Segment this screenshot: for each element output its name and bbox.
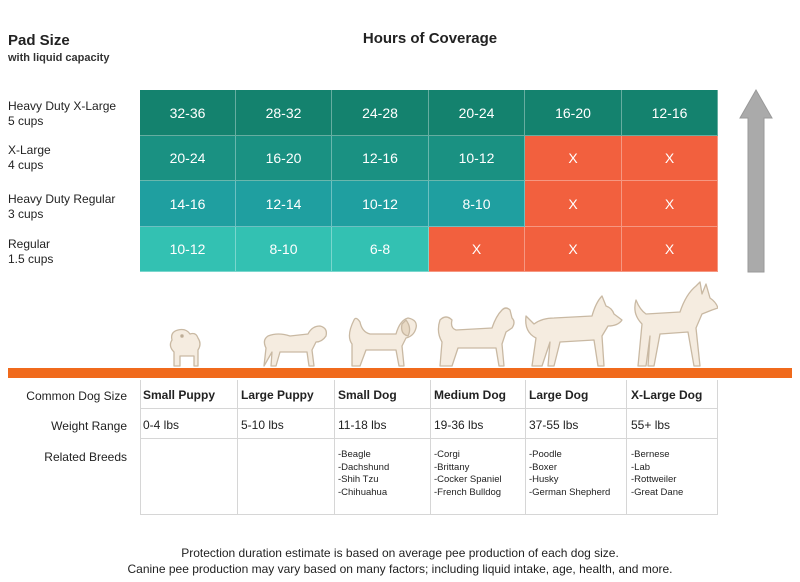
- row-label-heavy-duty-x-large: Heavy Duty X-Large 5 cups: [8, 99, 116, 129]
- dog-size-name: Large Dog: [529, 388, 589, 402]
- table-divider: [140, 438, 718, 439]
- large-dog-icon: [525, 295, 623, 367]
- row-label-capacity: 3 cups: [8, 207, 44, 221]
- breed-item: -Boxer: [529, 461, 557, 473]
- dog-size-name: Large Puppy: [241, 388, 314, 402]
- coverage-cell: 8-10: [236, 227, 332, 272]
- weight-range-value: 55+ lbs: [631, 418, 671, 432]
- coverage-cell: 32-36: [140, 90, 236, 136]
- small-puppy-icon: [169, 328, 201, 367]
- table-column-x-large-dog: X-Large Dog 55+ lbs -Bernese -Lab -Rottw…: [626, 380, 718, 515]
- coverage-cell: X: [525, 227, 622, 272]
- footnote-line-2: Canine pee production may vary based on …: [127, 562, 673, 576]
- coverage-cell: X: [622, 227, 718, 272]
- row-label-heavy-duty-regular: Heavy Duty Regular 3 cups: [8, 192, 115, 222]
- row-label-name: Heavy Duty X-Large: [8, 99, 117, 113]
- medium-dog-icon: [437, 307, 515, 367]
- breed-item: -Shih Tzu: [338, 474, 379, 485]
- breed-list: -Beagle -Dachshund -Shih Tzu -Chihuahua: [338, 449, 389, 499]
- coverage-cell: 10-12: [332, 181, 429, 227]
- coverage-cell: X: [525, 181, 622, 227]
- breed-item: -Beagle: [338, 449, 371, 460]
- coverage-cell: 24-28: [332, 90, 429, 136]
- row-label-capacity: 4 cups: [8, 158, 44, 172]
- small-dog-icon: [348, 317, 417, 367]
- label-related-breeds: Related Breeds: [44, 450, 127, 464]
- row-label-regular: Regular 1.5 cups: [8, 237, 53, 267]
- breed-item: -Husky: [529, 474, 559, 485]
- coverage-cell: 16-20: [525, 90, 622, 136]
- coverage-cell: 8-10: [429, 181, 525, 227]
- weight-range-value: 19-36 lbs: [434, 418, 484, 432]
- coverage-grid: 32-36 28-32 24-28 20-24 16-20 12-16 20-24 16-20…: [140, 90, 718, 272]
- table-column-small-puppy: Small Puppy 0-4 lbs: [140, 380, 237, 515]
- table-divider: [140, 408, 718, 409]
- dog-size-name: Small Puppy: [143, 388, 216, 402]
- footnote-line-1: Protection duration estimate is based on…: [181, 546, 619, 560]
- breed-list: -Bernese -Lab -Rottweiler -Great Dane: [631, 449, 683, 499]
- coverage-cell: 16-20: [236, 136, 332, 181]
- coverage-cell: 28-32: [236, 90, 332, 136]
- up-arrow-icon: [739, 88, 773, 273]
- breed-list: -Corgi -Brittany -Cocker Spaniel -French…: [434, 449, 502, 499]
- row-label-capacity: 5 cups: [8, 114, 44, 128]
- table-column-small-dog: Small Dog 11-18 lbs -Beagle -Dachshund -…: [334, 380, 430, 515]
- pad-size-title: Pad Size: [8, 32, 70, 49]
- pad-size-subtitle: with liquid capacity: [8, 52, 110, 64]
- dog-size-name: Medium Dog: [434, 388, 506, 402]
- breed-item: -Lab: [631, 461, 651, 473]
- row-label-capacity: 1.5 cups: [8, 252, 54, 266]
- table-column-medium-dog: Medium Dog 19-36 lbs -Corgi -Brittany -C…: [430, 380, 525, 515]
- label-weight-range: Weight Range: [51, 419, 127, 433]
- coverage-cell: 14-16: [140, 181, 236, 227]
- row-label-name: Regular: [8, 237, 51, 251]
- coverage-cell: 10-12: [429, 136, 525, 181]
- dog-size-name: Small Dog: [338, 388, 397, 402]
- divider-band: [8, 368, 792, 378]
- coverage-cell: X: [525, 136, 622, 181]
- breed-item: -Great Dane: [631, 486, 684, 498]
- coverage-cell: 20-24: [140, 136, 236, 181]
- row-label-name: X-Large: [8, 143, 51, 157]
- table-column-large-puppy: Large Puppy 5-10 lbs: [237, 380, 334, 515]
- breed-item: -Cocker Spaniel: [434, 474, 502, 485]
- weight-range-value: 0-4 lbs: [143, 418, 180, 432]
- coverage-cell: 12-16: [332, 136, 429, 181]
- coverage-cell: X: [622, 181, 718, 227]
- breed-item: -Poodle: [529, 449, 562, 460]
- breed-item: -Chihuahua: [338, 486, 388, 498]
- x-large-dog-icon: [634, 281, 718, 367]
- dog-illustrations: [169, 281, 718, 367]
- coverage-cell: 12-16: [622, 90, 718, 136]
- row-label-name: Heavy Duty Regular: [8, 192, 116, 206]
- breed-item: -German Shepherd: [529, 486, 611, 498]
- weight-range-value: 11-18 lbs: [338, 418, 387, 432]
- coverage-cell: 10-12: [140, 227, 236, 272]
- coverage-cell: 12-14: [236, 181, 332, 227]
- breed-item: -Dachshund: [338, 461, 390, 473]
- breed-item: -Rottweiler: [631, 474, 677, 485]
- coverage-cell: 20-24: [429, 90, 525, 136]
- table-divider: [140, 514, 718, 515]
- table-column-large-dog: Large Dog 37-55 lbs -Poodle -Boxer -Husk…: [525, 380, 626, 515]
- label-common-dog-size: Common Dog Size: [26, 389, 127, 403]
- large-puppy-icon: [263, 325, 328, 367]
- hours-of-coverage-title: Hours of Coverage: [362, 30, 498, 47]
- coverage-cell: X: [622, 136, 718, 181]
- weight-range-value: 5-10 lbs: [241, 418, 284, 432]
- coverage-cell: 6-8: [332, 227, 429, 272]
- row-label-x-large: X-Large 4 cups: [8, 143, 51, 173]
- weight-range-value: 37-55 lbs: [529, 418, 579, 432]
- breed-item: -Brittany: [434, 461, 470, 473]
- coverage-cell: X: [429, 227, 525, 272]
- breed-item: -Corgi: [434, 449, 460, 460]
- breed-list: -Poodle -Boxer -Husky -German Shepherd: [529, 449, 610, 499]
- breed-item: -Bernese: [631, 449, 670, 460]
- breed-item: -French Bulldog: [434, 486, 502, 498]
- dog-size-table: Small Puppy 0-4 lbs Large Puppy 5-10 lbs…: [140, 380, 718, 515]
- dog-size-name: X-Large Dog: [631, 388, 703, 402]
